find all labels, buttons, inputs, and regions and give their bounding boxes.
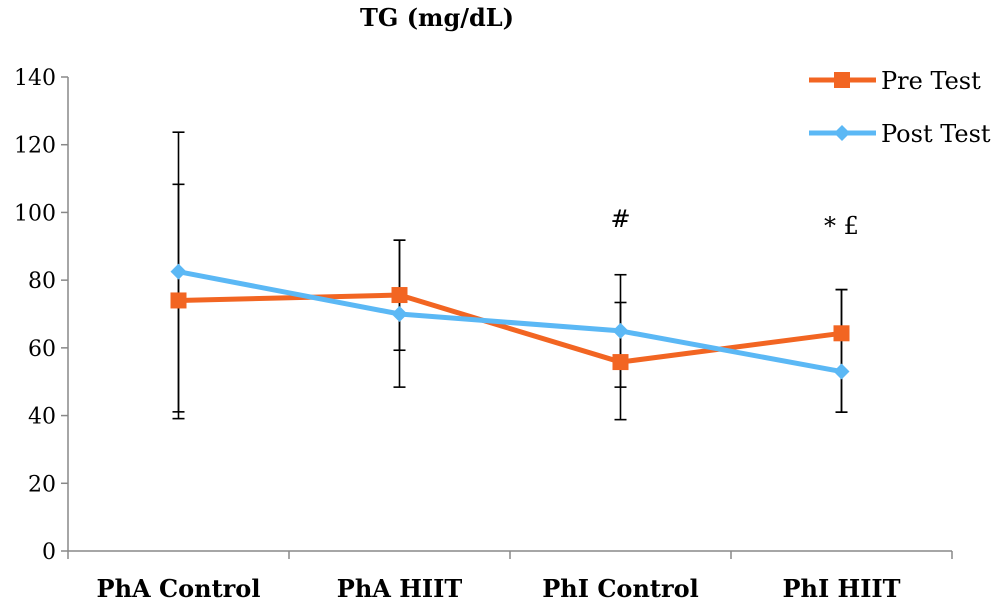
- data-point-pre-test: [612, 354, 629, 371]
- data-point-pre-test: [391, 287, 408, 304]
- y-tick-label: 140: [14, 66, 56, 91]
- legend: Pre Test Post Test: [809, 67, 991, 148]
- y-tick-label: 80: [28, 269, 56, 294]
- data-point-post-test: [170, 263, 187, 280]
- data-point-pre-test: [170, 292, 187, 309]
- x-tick-label: PhI Control: [542, 574, 699, 603]
- annotations: # * £: [610, 205, 859, 240]
- data-point-post-test: [391, 306, 408, 322]
- y-tick-label: 40: [28, 405, 56, 430]
- series-line-post-test: [178, 269, 842, 375]
- x-tick-label: PhA HIIT: [337, 574, 463, 603]
- y-tick-label: 120: [14, 134, 56, 159]
- x-tick-label: PhI HIIT: [782, 574, 900, 603]
- series-line-pre-test: [178, 292, 842, 365]
- y-tick-label: 20: [28, 472, 56, 497]
- y-tick-label: 100: [14, 201, 56, 226]
- y-tick-label: 0: [42, 540, 56, 565]
- chart-title: TG (mg/dL): [360, 3, 514, 32]
- significance-annotation: * £: [824, 212, 859, 240]
- data-point-pre-test: [833, 325, 850, 342]
- legend-label-post-test: Post Test: [881, 120, 991, 148]
- y-tick-label: 60: [28, 337, 56, 362]
- data-point-post-test: [612, 322, 629, 339]
- axes: 0 20 40 60 80 100 120 140 PhA Control PhA HIIT PhI…: [14, 66, 953, 603]
- error-bars: [172, 131, 848, 421]
- significance-annotation: #: [610, 205, 630, 233]
- x-tick-label: PhA Control: [97, 574, 261, 603]
- data-point-post-test: [833, 363, 850, 380]
- legend-marker-post-test: [834, 125, 850, 141]
- series-lines: [178, 269, 842, 375]
- series-markers: [170, 263, 850, 380]
- legend-label-pre-test: Pre Test: [881, 67, 981, 95]
- legend-marker-pre-test: [834, 72, 850, 88]
